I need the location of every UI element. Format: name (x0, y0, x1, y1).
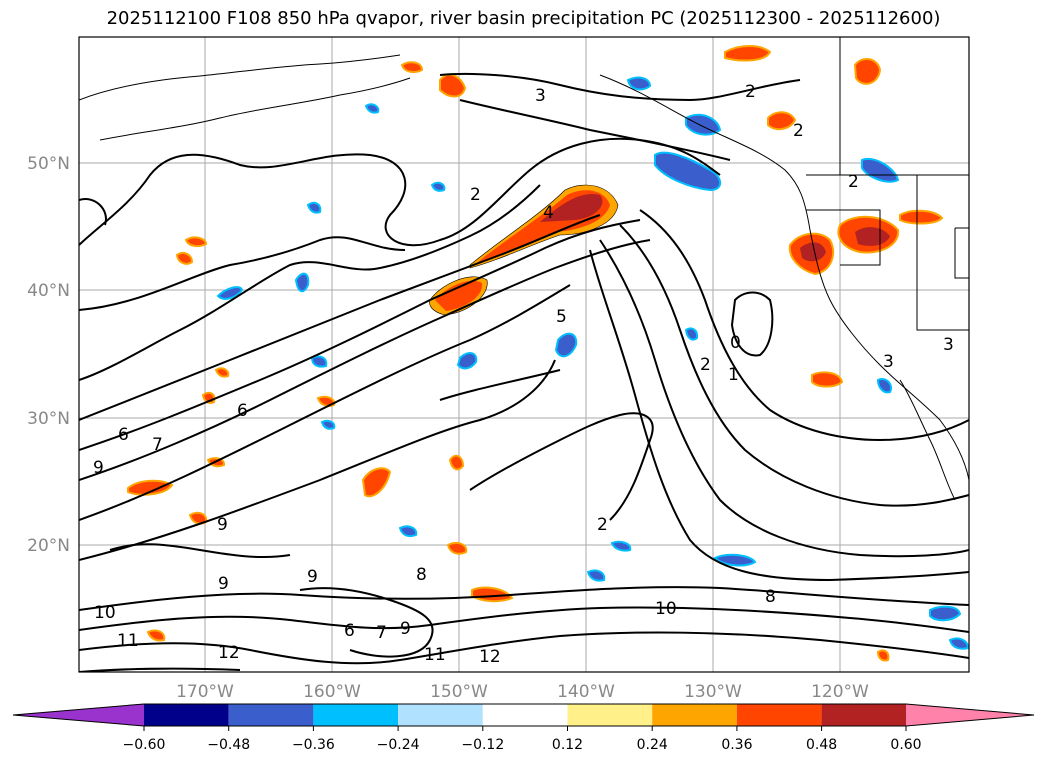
qvapor-contours (79, 72, 969, 672)
lat-axis: 50°N 40°N 30°N 20°N (27, 154, 70, 556)
colorbar-segment (144, 704, 229, 726)
contour-label: 6 (118, 425, 129, 445)
colorbar-tick-label: −0.36 (292, 737, 335, 753)
lat-label: 30°N (27, 409, 70, 429)
colorbar-tick-label: −0.24 (377, 737, 420, 753)
colorbar-segment (398, 704, 483, 726)
gridlines (79, 37, 969, 672)
contour-label: 3 (535, 86, 546, 106)
contour-label: 5 (556, 307, 567, 327)
contour-label: 10 (94, 603, 116, 623)
lon-label: 140°W (557, 682, 615, 702)
lon-axis: 170°W 160°W 150°W 140°W 130°W 120°W (176, 682, 869, 702)
colorbar-segment (736, 704, 822, 726)
contour-label: 2 (848, 172, 859, 192)
colorbar-tick-label: 0.24 (637, 737, 668, 753)
contour-label: 9 (218, 574, 229, 594)
contour-label: 8 (765, 587, 776, 607)
colorbar-extend-low (13, 704, 144, 726)
contour-label: 9 (93, 458, 104, 478)
lat-label: 50°N (27, 154, 70, 174)
lat-label: 40°N (27, 281, 70, 301)
coastlines (79, 54, 969, 501)
contour-label: 6 (237, 401, 248, 421)
precip-shading (127, 45, 969, 662)
contour-label: 7 (376, 623, 387, 643)
colorbar-tick-label: 0.48 (806, 737, 837, 753)
contour-labels: 3 2 2 2 2 4 5 2 1 0 3 3 6 6 7 9 9 9 9 8 … (93, 82, 954, 667)
lon-label: 130°W (684, 682, 742, 702)
lon-label: 160°W (303, 682, 361, 702)
contour-label: 4 (543, 203, 554, 223)
borders (806, 37, 969, 331)
lon-label: 150°W (430, 682, 488, 702)
contour-label: 2 (700, 355, 711, 375)
contour-label: 3 (943, 335, 954, 355)
contour-label: 9 (400, 619, 411, 639)
colorbar-tick-label: 0.36 (721, 737, 752, 753)
contour-label: 8 (416, 565, 427, 585)
contour-label: 12 (218, 643, 240, 663)
colorbar-segment (821, 704, 906, 726)
contour-label: 11 (117, 631, 139, 651)
colorbar-tick-label: 0.60 (890, 737, 921, 753)
map-title: 2025112100 F108 850 hPa qvapor, river ba… (106, 8, 941, 29)
contour-label: 12 (479, 647, 501, 667)
colorbar: −0.60 −0.48 −0.36 −0.24 −0.12 0.12 0.24 … (12, 703, 1035, 753)
contour-label: 10 (655, 599, 677, 619)
colorbar-segment (652, 704, 737, 726)
contour-label: 0 (730, 333, 741, 353)
contour-label: 2 (793, 121, 804, 141)
colorbar-tick-label: −0.12 (461, 737, 504, 753)
contour-label: 1 (728, 365, 739, 385)
colorbar-segment (313, 704, 399, 726)
lat-label: 20°N (27, 536, 70, 556)
lon-label: 120°W (811, 682, 869, 702)
contour-label: 9 (307, 567, 318, 587)
contour-label: 2 (745, 82, 756, 102)
contour-label: 2 (470, 185, 481, 205)
contour-label: 6 (344, 621, 355, 641)
colorbar-tick-label: −0.48 (207, 737, 250, 753)
plot-area (79, 37, 969, 672)
colorbar-segment (482, 704, 568, 726)
plot-frame (78, 36, 970, 673)
colorbar-segment (567, 704, 653, 726)
lon-label: 170°W (176, 682, 234, 702)
colorbar-extend-high (906, 704, 1034, 726)
colorbar-segment (228, 704, 314, 726)
colorbar-tick-label: −0.60 (123, 737, 166, 753)
colorbar-tick-label: 0.12 (552, 737, 583, 753)
contour-label: 7 (152, 435, 163, 455)
contour-label: 3 (883, 352, 894, 372)
contour-label: 9 (217, 515, 228, 535)
contour-label: 2 (597, 515, 608, 535)
contour-label: 11 (424, 645, 446, 665)
